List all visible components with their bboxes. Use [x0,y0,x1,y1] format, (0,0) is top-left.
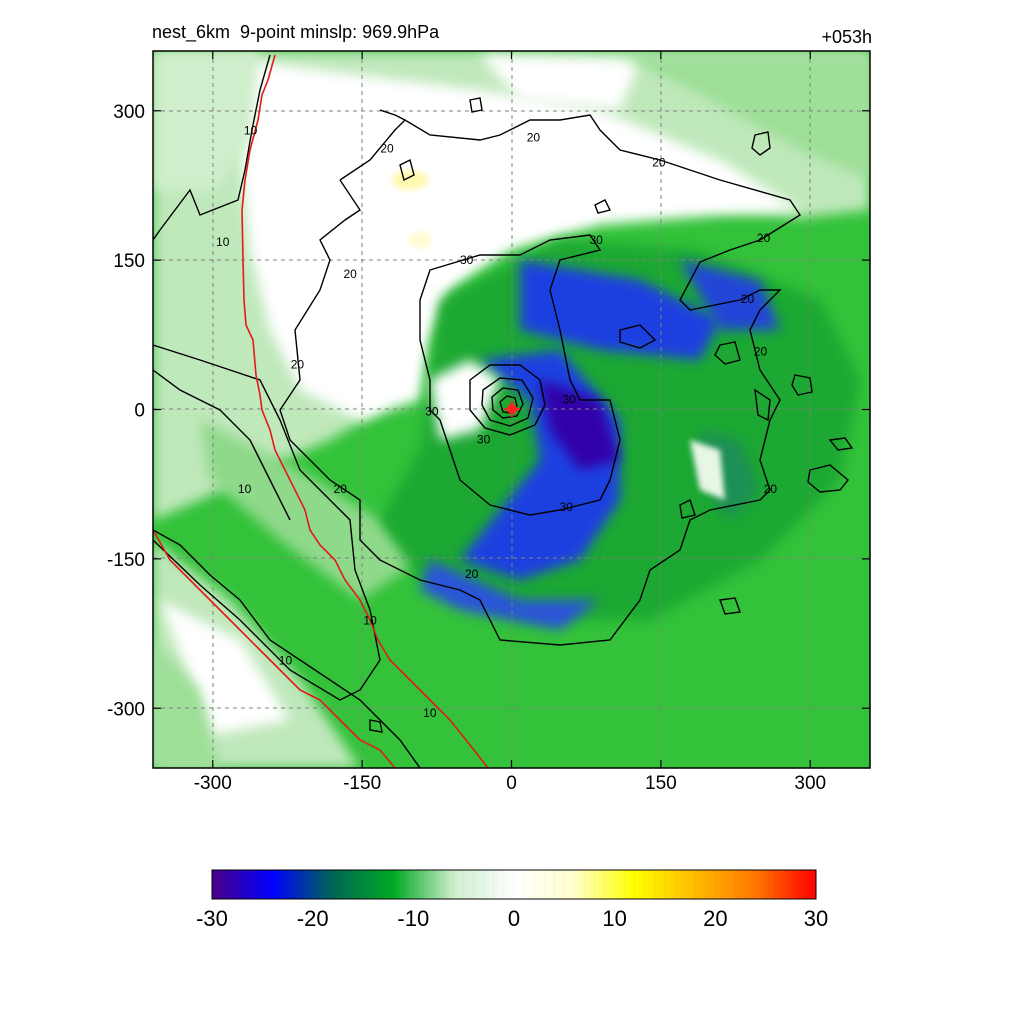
contour-label: 20 [334,482,348,496]
contour-label: 30 [563,393,577,407]
colorbar-tick-label: 20 [703,906,727,931]
contour-label: 30 [560,500,574,514]
x-tick-label: -300 [194,773,232,794]
axes: -300 -150 0 150 300 -300 -150 0 150 300 [107,51,870,794]
contour-label: 20 [754,345,768,359]
x-tick-label: 0 [506,773,517,794]
contour-labels: 10 10 20 20 20 20 20 30 30 20 20 20 30 30 30 30 10 20 20 20… [216,124,778,721]
contour-label: 10 [279,653,293,667]
colorbar-tick-label: -30 [196,906,228,931]
contour-label: 20 [764,482,778,496]
x-tick-label: 150 [645,773,677,794]
contour-label: 10 [238,482,252,496]
contour-label: 20 [527,131,541,145]
contour-label: 30 [425,404,439,418]
contour-label: 20 [291,358,305,372]
colorbar: -30 -20 -10 0 10 20 30 [196,869,828,931]
y-tick-label: -150 [107,550,145,571]
contour-label: 20 [465,567,479,581]
contour-label: 10 [423,706,437,720]
x-tick-label: -150 [343,773,381,794]
colorbar-tick-label: -20 [297,906,329,931]
contour-label: 20 [343,267,357,281]
contour-label: 30 [589,233,603,247]
storm-center-marker [504,401,520,417]
contour-label: 30 [460,253,474,267]
coastline [153,54,489,768]
colorbar-tick-label: 0 [508,906,520,931]
contour-label: 10 [244,124,258,138]
colorbar-tick-label: -10 [397,906,429,931]
y-tick-label: 300 [113,102,145,123]
contour-label: 10 [216,235,230,249]
contour-label: 20 [380,142,394,156]
y-tick-label: 150 [113,251,145,272]
x-tick-label: 300 [794,773,826,794]
y-tick-label: -300 [107,699,145,720]
contour-label: 10 [363,614,377,628]
contour-label: 20 [757,231,771,245]
contour-label: 30 [477,432,491,446]
colorbar-gradient [211,869,817,900]
contour-label: 20 [741,292,755,306]
colorbar-tick-label: 10 [602,906,626,931]
contour-label: 20 [652,156,666,170]
colorbar-tick-label: 30 [804,906,828,931]
forecast-hour-label: +053h [821,27,872,47]
chart-title: nest_6km 9-point minslp: 969.9hPa [152,22,440,42]
y-tick-label: 0 [134,401,145,422]
